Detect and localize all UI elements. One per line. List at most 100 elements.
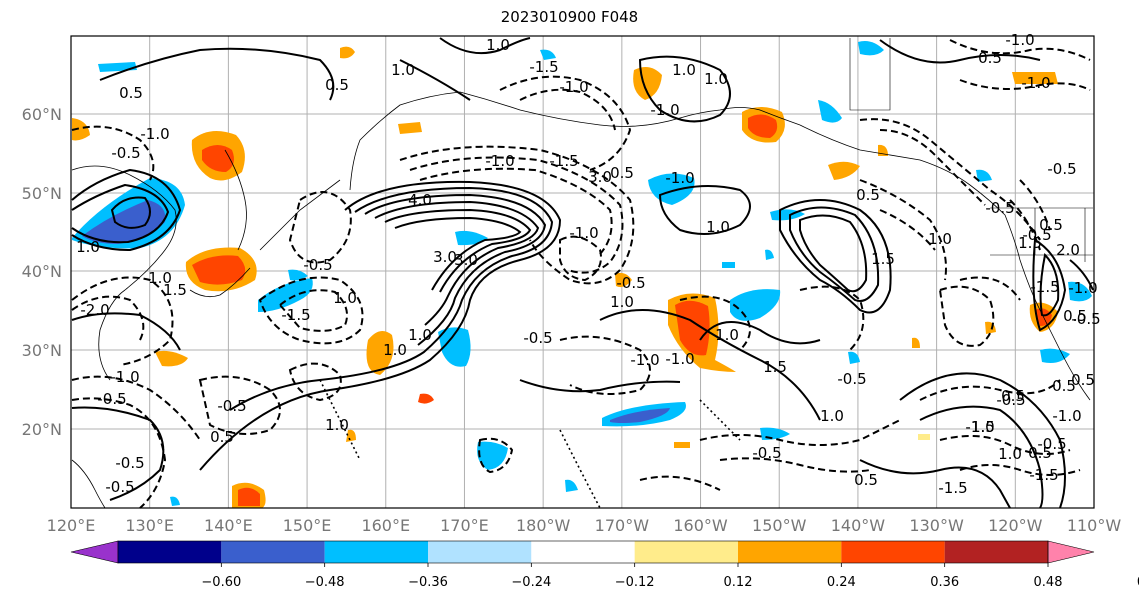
longitude-tick-label: 130°E — [125, 516, 174, 535]
contour-label: 0.5 — [325, 76, 349, 94]
shade-negative — [722, 262, 735, 268]
contour-labels: 1.0 0.5 -1.0 1.0 0.5 -1.5 1.0 -1.0 0.5 -1.0 1.0 -1.… — [76, 31, 1101, 497]
contour-label: -1.0 — [1005, 31, 1034, 49]
shade-negative — [455, 230, 488, 246]
shade-positive — [985, 321, 996, 334]
contour-label: -0.5 — [115, 454, 144, 472]
contour-label: 0.5 — [854, 471, 878, 489]
shade-positive — [675, 300, 710, 356]
contour-label: 3.0 — [454, 251, 478, 269]
shade-negative — [438, 327, 471, 367]
contour-label: 3.0 — [588, 168, 612, 186]
shade-negative — [258, 278, 313, 312]
contour-label: 1.0 — [148, 269, 172, 287]
contour-label: 0.5 — [1039, 216, 1063, 234]
contour-label: -0.5 — [1022, 226, 1051, 244]
shade-negative — [170, 496, 180, 506]
contour-label: -0.5 — [837, 370, 866, 388]
longitude-tick-label: 120°W — [988, 516, 1043, 535]
contour-label: -1.5 — [281, 306, 310, 324]
shade-positive — [72, 118, 90, 141]
contour-label: 0.5 — [1063, 307, 1087, 325]
colorbar-segment — [428, 541, 532, 563]
contour-label: -1.0 — [140, 125, 169, 143]
shade-negative — [610, 408, 670, 423]
contour-label: 1.0 — [704, 70, 728, 88]
shade-negative — [730, 289, 781, 321]
shade-negative — [1068, 281, 1092, 302]
longitude-tick-label: 140°E — [204, 516, 253, 535]
contour-label: 1.0 — [391, 61, 415, 79]
longitude-tick-label: 170°E — [440, 516, 489, 535]
colorbar-segment — [221, 541, 325, 563]
shade-negative — [288, 269, 308, 281]
contour-label: -1.5 — [549, 152, 578, 170]
contour-label: -1.0 — [1052, 407, 1081, 425]
colorbar-tick-label: 0.36 — [930, 575, 959, 590]
contour-label: -2.0 — [80, 301, 109, 319]
contour-label: 0.5 — [1052, 377, 1076, 395]
shade-positive — [633, 66, 662, 100]
contour-label: 1.5 — [971, 418, 995, 436]
contours-positive — [71, 37, 1094, 509]
contour-label: -0.5 — [303, 256, 332, 274]
contour-label: 1.0 — [486, 36, 510, 54]
colorbar-segment — [324, 541, 428, 563]
contour-label: -1.0 — [630, 351, 659, 369]
map-frame — [70, 35, 1095, 509]
colorbar-segment — [531, 541, 635, 563]
shade-positive — [828, 161, 860, 180]
contour-label: -0.5 — [105, 478, 134, 496]
contour-label: 1.0 — [333, 289, 357, 307]
contour-label: 1.0 — [325, 416, 349, 434]
contour-label: -1.5 — [938, 479, 967, 497]
shade-positive — [398, 122, 422, 134]
map-title: 2023010900 F048 — [500, 8, 639, 26]
contour-label: -1.5 — [1029, 466, 1058, 484]
longitude-tick-label: 150°E — [283, 516, 332, 535]
contour-label: -1.0 — [485, 152, 514, 170]
latitude-tick-label: 60°N — [22, 105, 62, 124]
contour-label: -0.5 — [752, 444, 781, 462]
colorbar-tick-label: 0.12 — [724, 575, 753, 590]
contour-label: -0.5 — [111, 144, 140, 162]
colorbar-segment — [841, 541, 945, 563]
shade-negative — [848, 351, 860, 364]
longitude-tick-label: 130°W — [909, 516, 964, 535]
contour-label: -1.0 — [665, 350, 694, 368]
contour-label: 1.0 — [715, 326, 739, 344]
colorbar-tick-label: 0.60 — [1137, 575, 1139, 590]
contours-dotted — [319, 379, 741, 509]
colorbar-segment — [634, 541, 738, 563]
longitude-tick-label: 150°W — [752, 516, 807, 535]
shade-positive — [418, 393, 434, 404]
colorbar-tick-label: 0.24 — [827, 575, 856, 590]
shade-positive — [615, 272, 632, 288]
shade-positive — [238, 487, 260, 506]
shade-negative — [858, 41, 884, 56]
contour-label: 4.0 — [408, 191, 432, 209]
contour-label: 0.5 — [610, 164, 634, 182]
shade-positive — [366, 331, 394, 375]
latitude-ticks: 60°N 50°N 40°N 30°N 20°N — [22, 105, 62, 439]
shade-negative — [82, 200, 166, 244]
shade-positive — [155, 350, 188, 367]
colorbar-extend-low — [70, 540, 119, 564]
contour-label: 3.0 — [433, 248, 457, 266]
contour-label: 0.5 — [1071, 371, 1095, 389]
contour-label: -0.5 — [996, 391, 1025, 409]
longitude-tick-label: 170°W — [595, 516, 650, 535]
contour-label: 0.5 — [210, 428, 234, 446]
colorbar-extend-high — [1047, 540, 1095, 564]
latitude-tick-label: 30°N — [22, 341, 62, 360]
contour-label: -1.0 — [559, 78, 588, 96]
coastlines — [71, 91, 1091, 509]
contour-label: -0.5 — [616, 274, 645, 292]
contour-label: 0.5 — [1028, 444, 1052, 462]
contour-label: 1.0 — [610, 293, 634, 311]
latitude-tick-label: 40°N — [22, 262, 62, 281]
longitude-tick-label: 160°E — [361, 516, 410, 535]
contour-label: 1.0 — [76, 238, 100, 256]
longitude-tick-label: 120°E — [47, 516, 96, 535]
contour-label: -0.5 — [1037, 435, 1066, 453]
